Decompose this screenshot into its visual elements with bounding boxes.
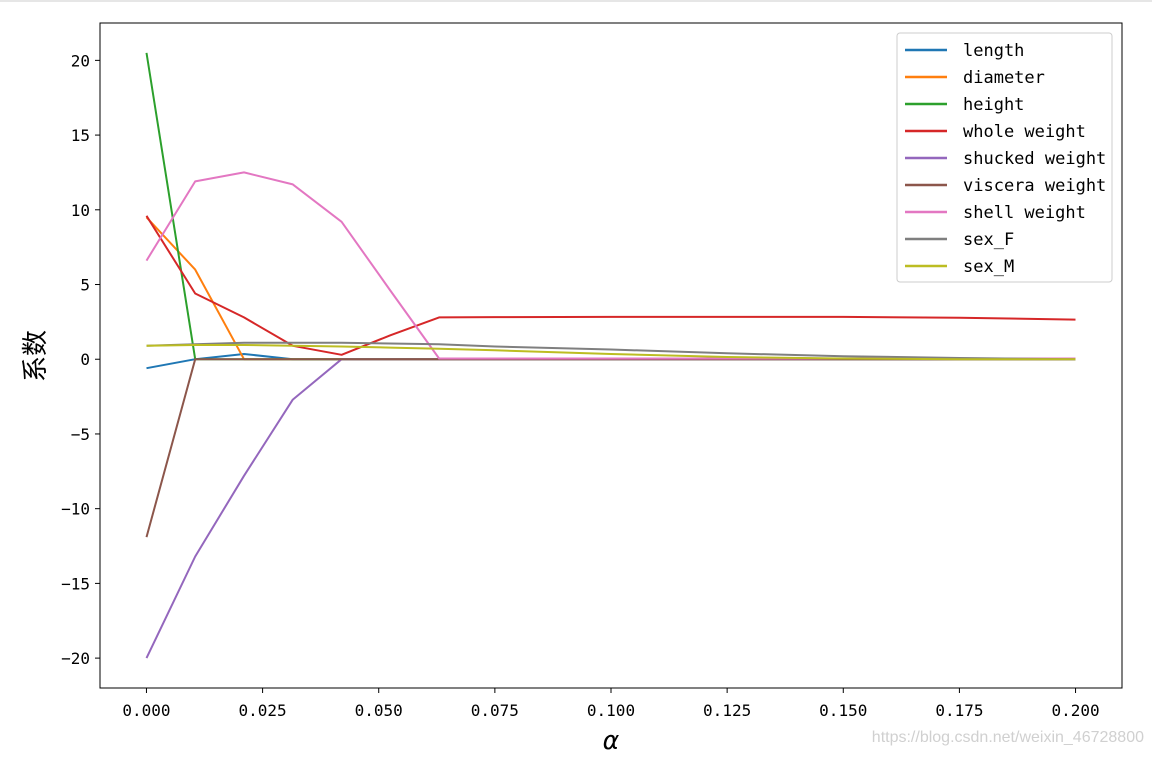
series-line-shucked-weight (145, 358, 1076, 659)
legend-label: length (963, 41, 1024, 61)
x-tick-label: 0.075 (471, 701, 519, 720)
series-line-whole-weight (145, 215, 1076, 356)
legend-label: viscera weight (963, 176, 1106, 196)
y-tick-label: 0 (80, 350, 90, 369)
series-line-viscera-weight (145, 358, 1076, 538)
y-tick-label: 20 (71, 51, 90, 70)
series-line-sex-m (146, 344, 1076, 361)
series-line-shell-weight (145, 171, 1076, 360)
top-border (0, 0, 1152, 2)
x-axis-label: α (603, 726, 619, 755)
legend-label: height (963, 95, 1024, 115)
y-tick-label: 15 (71, 126, 90, 145)
watermark-text: https://blog.csdn.net/weixin_46728800 (871, 729, 1144, 746)
series-line-sex-f (146, 341, 1076, 361)
y-ticks: 20 15 10 5 0 −5 −10 −15 −20 (61, 51, 100, 668)
legend-label: whole weight (963, 122, 1086, 142)
x-tick-label: 0.200 (1051, 701, 1099, 720)
x-tick-label: 0.125 (703, 701, 751, 720)
x-tick-label: 0.150 (819, 701, 867, 720)
y-tick-label: 5 (80, 276, 90, 295)
series-line-length (146, 353, 1076, 370)
legend-label: sex_F (963, 230, 1014, 250)
x-tick-label: 0.025 (239, 701, 287, 720)
x-tick-label: 0.050 (355, 701, 403, 720)
legend: length diameter height whole weight shucked … (896, 32, 1113, 283)
legend-label: shucked weight (963, 149, 1106, 169)
y-tick-label: −15 (61, 574, 90, 593)
y-tick-label: −5 (71, 425, 90, 444)
y-axis-label: 系数 (21, 330, 51, 382)
x-ticks: 0.000 0.025 0.050 0.075 0.100 0.125 0.150 0.175… (122, 688, 1100, 720)
legend-box (896, 32, 1113, 283)
y-tick-label: −10 (61, 500, 90, 519)
x-tick-label: 0.000 (122, 701, 170, 720)
legend-label: diameter (963, 68, 1045, 88)
x-tick-label: 0.175 (935, 701, 983, 720)
x-tick-label: 0.100 (587, 701, 635, 720)
y-tick-label: −20 (61, 649, 90, 668)
legend-label: sex_M (963, 257, 1014, 277)
y-tick-label: 10 (71, 201, 90, 220)
legend-label: shell weight (963, 203, 1086, 223)
series-layer (145, 52, 1076, 659)
